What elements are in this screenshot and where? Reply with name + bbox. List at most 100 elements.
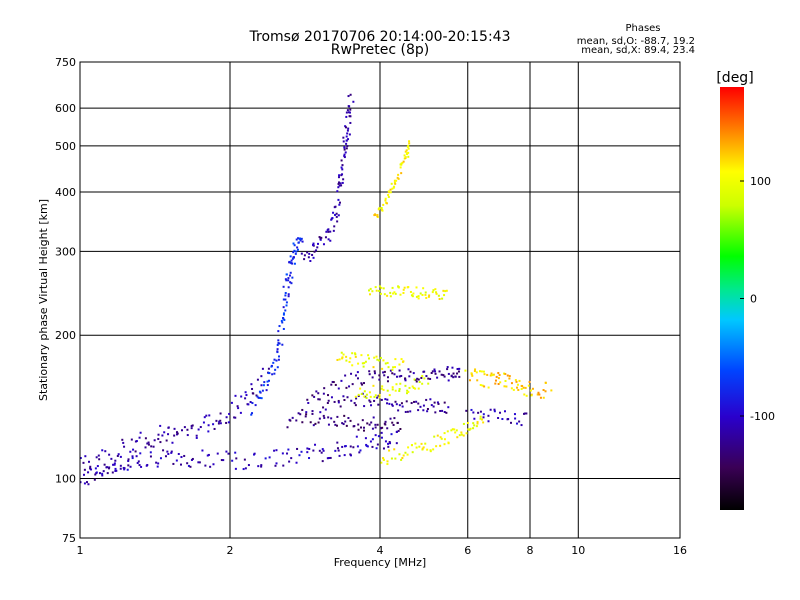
data-point [346, 132, 349, 135]
data-point [431, 291, 434, 294]
data-point [343, 414, 346, 417]
data-point [365, 444, 368, 447]
data-point [438, 298, 441, 301]
data-point [420, 376, 423, 379]
data-point [333, 400, 336, 403]
data-point [258, 390, 261, 393]
data-point [478, 370, 481, 373]
data-point [213, 427, 216, 430]
data-point [207, 453, 210, 456]
data-point [349, 454, 352, 457]
data-point [278, 355, 281, 358]
data-point [234, 467, 237, 470]
data-point [333, 225, 336, 228]
data-point [346, 129, 349, 132]
data-point [334, 213, 337, 216]
data-point [466, 421, 469, 424]
data-point [393, 291, 396, 294]
data-point [285, 304, 288, 307]
data-point [369, 293, 372, 296]
data-point [389, 291, 392, 294]
data-point [400, 458, 403, 461]
data-point [236, 405, 239, 408]
data-point [313, 250, 316, 253]
data-point [341, 181, 344, 184]
data-point [482, 416, 485, 419]
data-point [387, 445, 390, 448]
data-point [388, 402, 391, 405]
data-point [322, 392, 325, 395]
data-point [290, 282, 293, 285]
data-point [354, 353, 357, 356]
data-point [282, 327, 285, 330]
data-point [324, 236, 327, 239]
data-point [322, 243, 325, 246]
data-point [376, 215, 379, 218]
data-point [386, 376, 389, 379]
data-point [308, 447, 311, 450]
data-point [344, 126, 347, 129]
data-point [424, 293, 427, 296]
data-point [387, 195, 390, 198]
data-point [417, 409, 420, 412]
data-point [396, 421, 399, 424]
data-point [179, 463, 182, 466]
data-point [146, 442, 149, 445]
data-point [111, 471, 114, 474]
data-point [333, 420, 336, 423]
data-point [368, 373, 371, 376]
data-point [424, 442, 427, 445]
data-point [335, 215, 338, 218]
data-point [375, 447, 378, 450]
data-point [340, 159, 343, 162]
data-point [287, 295, 290, 298]
data-point [209, 465, 212, 468]
data-point [323, 387, 326, 390]
data-point [404, 378, 407, 381]
data-point [401, 360, 404, 363]
data-point [329, 230, 332, 233]
data-point [434, 288, 437, 291]
data-point [447, 406, 450, 409]
data-point [186, 462, 189, 465]
x-axis-label: Frequency [MHz] [334, 556, 426, 569]
data-point [202, 421, 205, 424]
data-point [405, 149, 408, 152]
data-point [260, 384, 263, 387]
data-point [489, 408, 492, 411]
data-point [341, 445, 344, 448]
data-point [517, 388, 520, 391]
data-point [231, 459, 234, 462]
data-point [117, 453, 120, 456]
data-point [272, 361, 275, 364]
data-point [360, 393, 363, 396]
data-point [352, 425, 355, 428]
data-point [401, 405, 404, 408]
data-point [86, 481, 89, 484]
data-point [321, 448, 324, 451]
data-point [406, 389, 409, 392]
data-point [495, 375, 498, 378]
data-point [401, 161, 404, 164]
data-point [322, 406, 325, 409]
data-point [329, 456, 332, 459]
data-point [225, 450, 228, 453]
data-point [391, 372, 394, 375]
data-point [373, 356, 376, 359]
data-point [331, 380, 334, 383]
data-point [309, 421, 312, 424]
data-point [312, 449, 315, 452]
data-point [404, 384, 407, 387]
data-point [397, 409, 400, 412]
data-point [456, 436, 459, 439]
data-point [101, 449, 104, 452]
data-point [336, 190, 339, 193]
data-point [472, 411, 475, 414]
data-point [306, 251, 309, 254]
data-point [216, 452, 219, 455]
data-point [491, 374, 494, 377]
data-point [482, 413, 485, 416]
data-point [477, 411, 480, 414]
data-point [314, 443, 317, 446]
data-point [366, 445, 369, 448]
